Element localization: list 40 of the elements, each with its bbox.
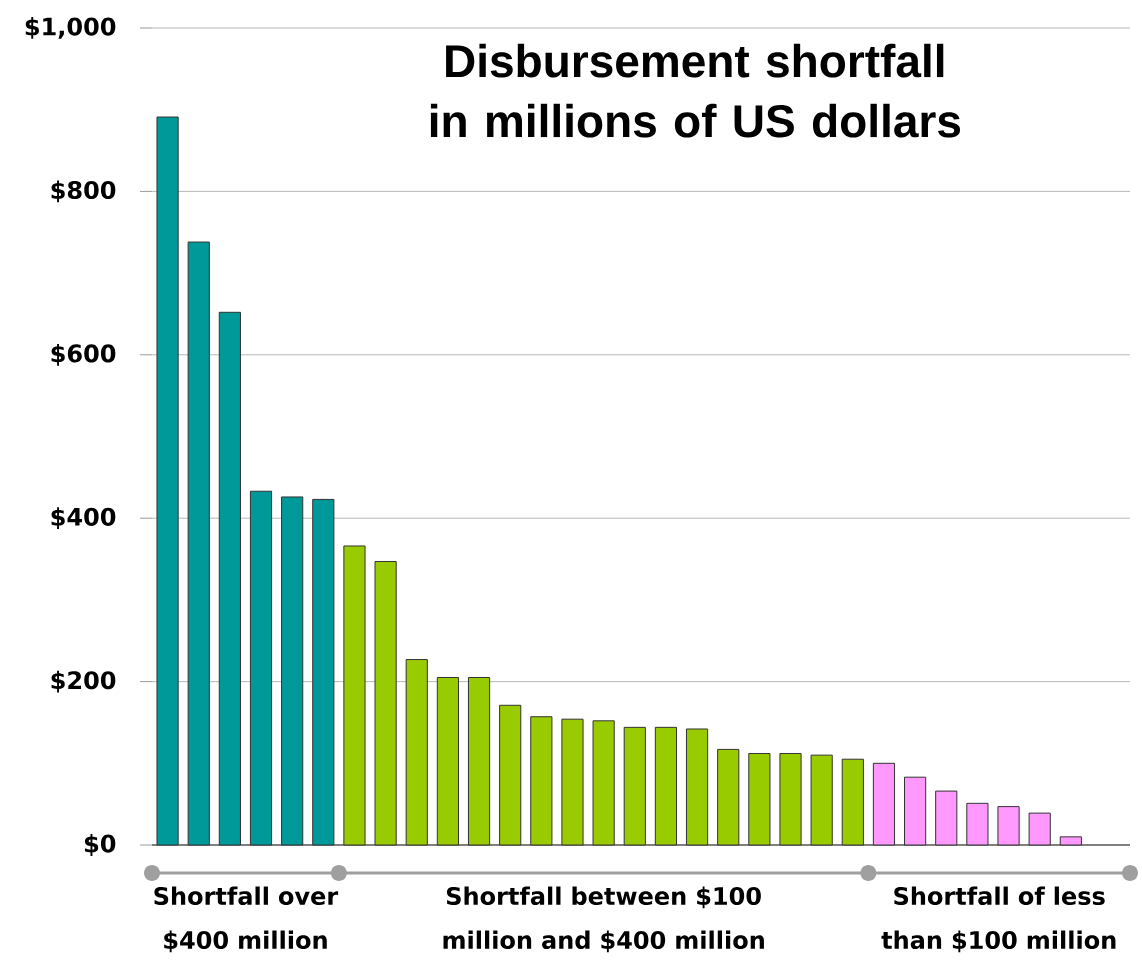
bar [343, 545, 366, 846]
bar [312, 498, 335, 846]
bar [530, 716, 553, 846]
bar [810, 754, 833, 846]
y-tick-label: $800 [51, 180, 116, 203]
text: Shortfall between $100 million and $400 million [443, 886, 764, 953]
bar [717, 748, 740, 846]
bar [935, 790, 958, 846]
bar [841, 758, 864, 846]
y-tick-label: $200 [51, 670, 116, 693]
bar [748, 753, 771, 846]
bar [156, 116, 179, 846]
y-tick-label: $0 [84, 834, 116, 856]
y-tick-label: $1,000 [25, 17, 116, 39]
bar [872, 762, 896, 846]
bar [499, 704, 522, 846]
bar [779, 753, 802, 846]
bar [561, 718, 584, 846]
bar [1028, 812, 1051, 846]
text: Shortfall of less than $100 million [881, 886, 1116, 953]
y-tick-label: $400 [51, 507, 116, 530]
bar [249, 490, 273, 846]
bar [436, 677, 459, 846]
bar [623, 726, 646, 846]
text: Disbursement shortfall in millions of US dollars [430, 43, 961, 138]
bar [405, 659, 428, 846]
bar [281, 496, 304, 846]
bar [592, 720, 615, 846]
bar [1059, 836, 1082, 846]
bar [966, 802, 989, 846]
bar [218, 311, 241, 846]
text: Shortfall over $400 million [154, 886, 339, 953]
bar [685, 728, 709, 846]
bar [654, 726, 678, 846]
bar [997, 806, 1020, 846]
bar [904, 776, 927, 846]
y-tick-label: $600 [51, 343, 116, 366]
bar [467, 677, 491, 846]
bar [187, 241, 210, 846]
bar [374, 561, 397, 846]
